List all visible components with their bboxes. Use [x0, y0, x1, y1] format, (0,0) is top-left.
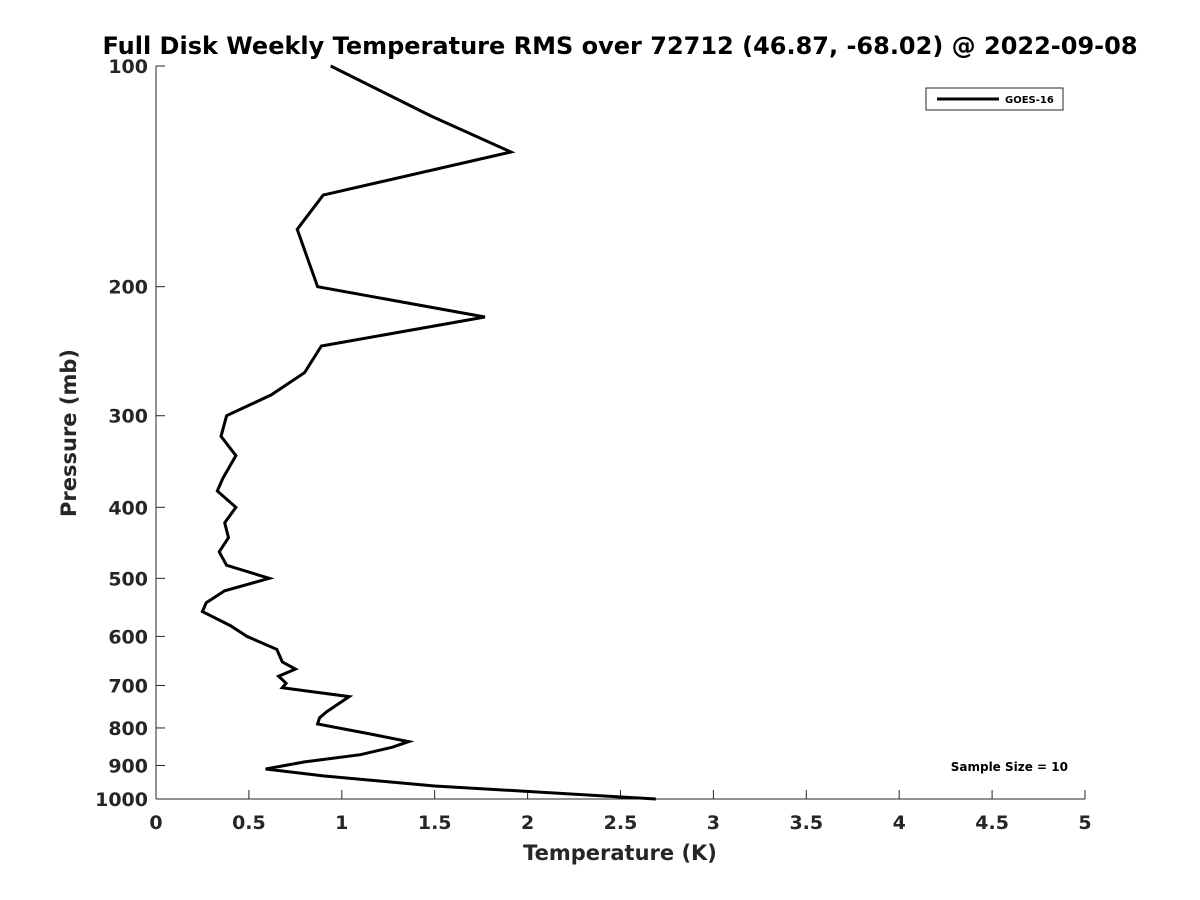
- y-tick-label: 400: [108, 497, 148, 519]
- y-axis-label: Pressure (mb): [57, 349, 81, 517]
- x-tick-label: 0.5: [232, 812, 266, 834]
- y-tick-label: 600: [108, 626, 148, 648]
- x-tick-label: 3: [707, 812, 720, 834]
- x-tick-label: 3.5: [789, 812, 823, 834]
- y-tick-label: 300: [108, 406, 148, 428]
- chart-title: Full Disk Weekly Temperature RMS over 72…: [102, 32, 1137, 60]
- x-tick-label: 1.5: [418, 812, 452, 834]
- x-axis-ticks: 0 0.5 1 1.5 2 2.5 3 3.5 4 4.5 5: [149, 790, 1092, 834]
- y-axis-ticks: 100 200 300 400 500 600 700 800 900 1000: [95, 56, 165, 811]
- x-tick-label: 1: [335, 812, 348, 834]
- x-tick-label: 4: [893, 812, 906, 834]
- legend: GOES-16: [925, 87, 1064, 111]
- y-tick-label: 1000: [95, 789, 148, 811]
- x-tick-label: 5: [1078, 812, 1091, 834]
- y-tick-label: 900: [108, 755, 148, 777]
- sample-size-note: Sample Size = 10: [951, 760, 1068, 774]
- y-tick-label: 700: [108, 675, 148, 697]
- y-tick-label: 200: [108, 277, 148, 299]
- series-line-goes-16: [200, 64, 656, 801]
- x-tick-label: 0: [149, 812, 162, 834]
- y-tick-label: 100: [108, 56, 148, 78]
- series-layer: [200, 64, 656, 801]
- x-tick-label: 2: [521, 812, 534, 834]
- x-tick-label: 2.5: [604, 812, 638, 834]
- y-tick-label: 800: [108, 718, 148, 740]
- y-tick-label: 500: [108, 568, 148, 590]
- legend-label-goes-16: GOES-16: [1005, 95, 1054, 106]
- x-axis-label: Temperature (K): [523, 841, 717, 865]
- x-tick-label: 4.5: [975, 812, 1009, 834]
